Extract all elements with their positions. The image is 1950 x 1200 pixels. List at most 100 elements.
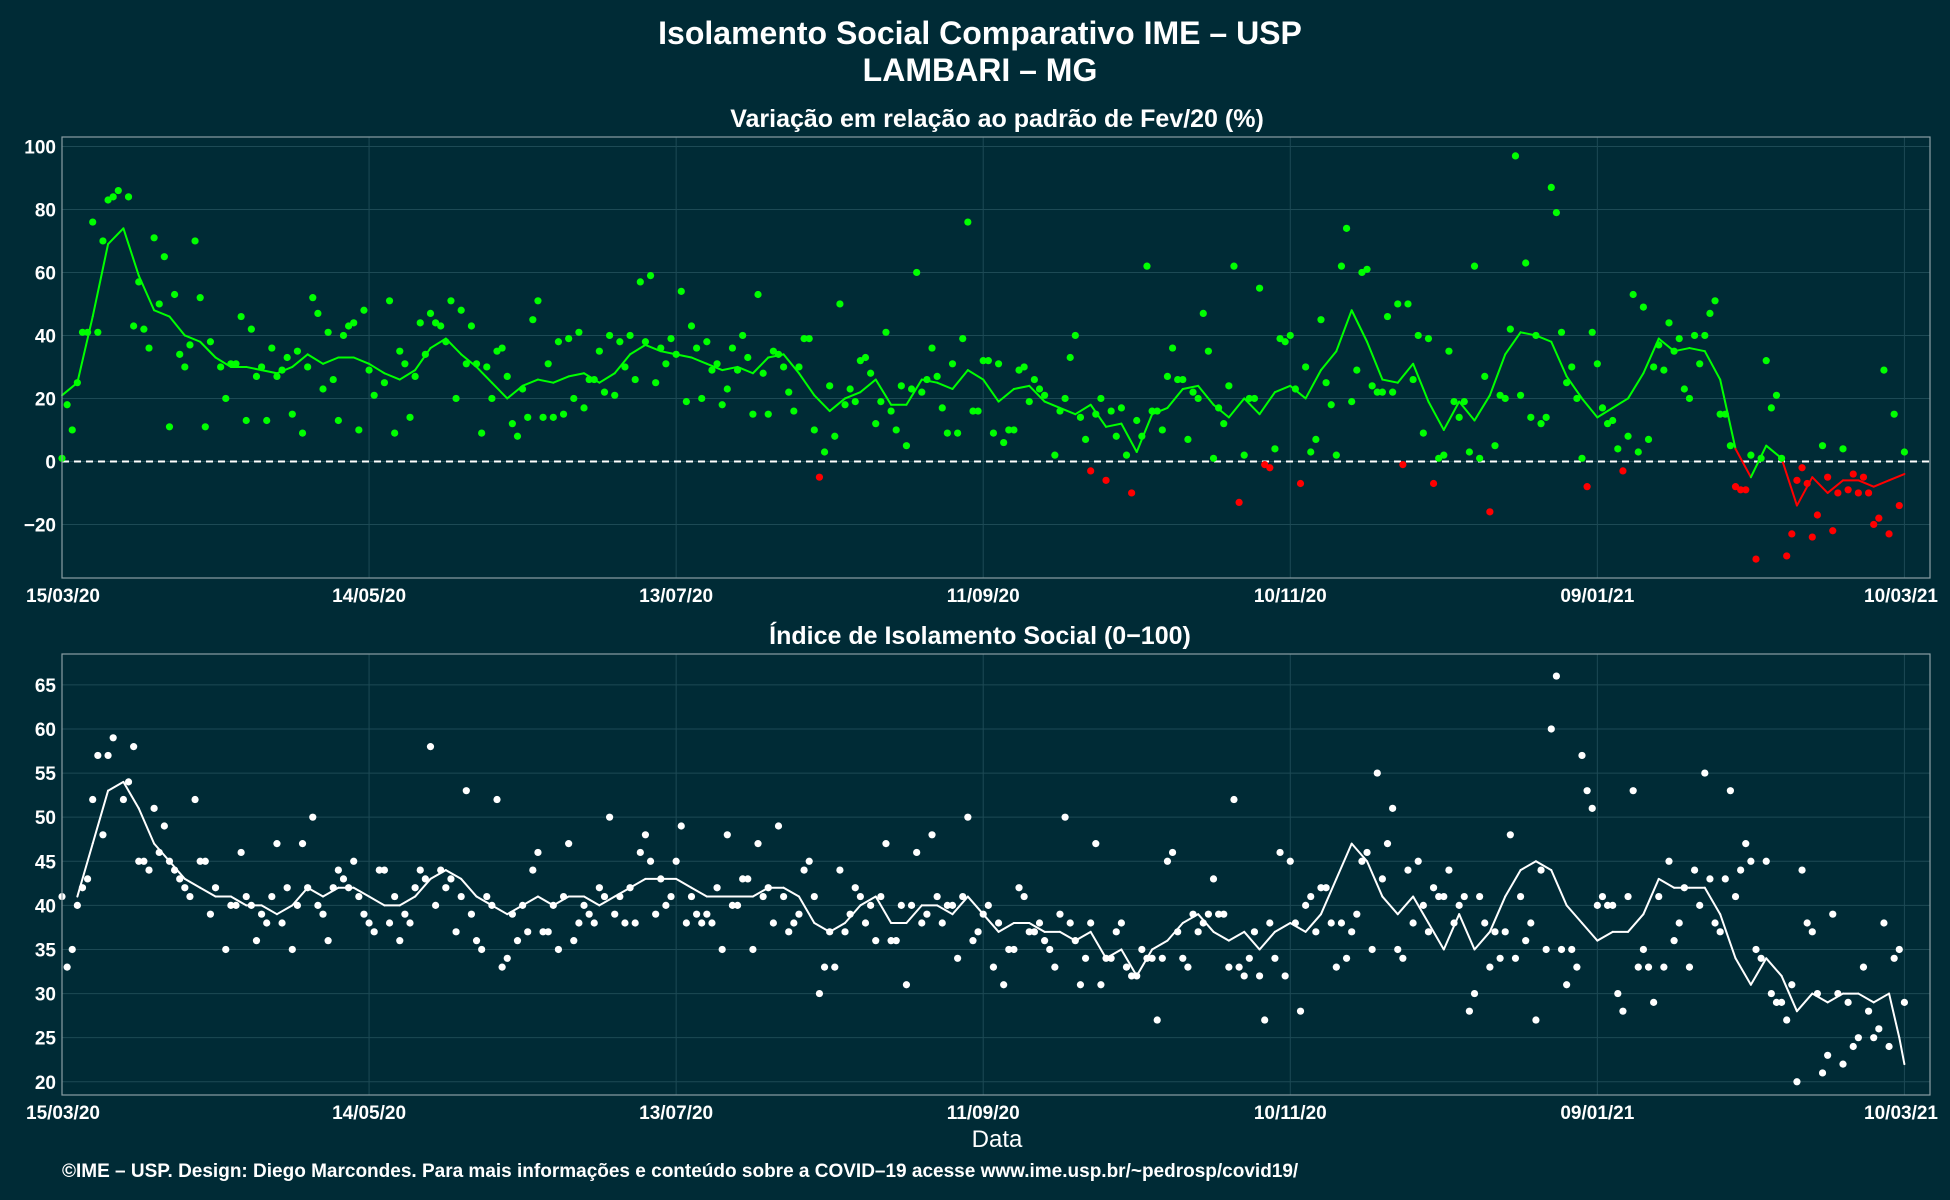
- data-point: [109, 193, 117, 201]
- data-point: [1486, 508, 1494, 516]
- data-point: [1798, 464, 1806, 472]
- data-point: [1900, 448, 1909, 456]
- data-point: [780, 892, 788, 901]
- data-point: [1706, 309, 1714, 317]
- data-point: [365, 366, 373, 374]
- data-point: [350, 857, 358, 865]
- trend-segment: [1120, 422, 1138, 453]
- figure-subtitle: LAMBARI – MG: [863, 52, 1098, 88]
- data-point: [206, 338, 215, 346]
- trend-segment: [183, 877, 202, 889]
- data-point: [165, 423, 174, 431]
- data-point: [544, 928, 552, 936]
- data-point: [1747, 857, 1755, 865]
- trend-segment: [1534, 860, 1553, 872]
- data-point: [283, 884, 291, 892]
- data-point: [1788, 981, 1796, 989]
- data-point: [1153, 1016, 1161, 1024]
- data-point: [877, 398, 885, 406]
- data-point: [1250, 394, 1259, 403]
- data-point: [585, 910, 593, 918]
- data-point: [524, 413, 532, 421]
- data-point: [841, 401, 849, 409]
- data-point: [257, 910, 266, 918]
- trend-segment: [797, 372, 816, 397]
- data-point: [467, 322, 476, 330]
- data-point: [201, 423, 209, 431]
- data-point: [1864, 489, 1873, 497]
- data-point: [631, 919, 639, 927]
- data-point: [1240, 972, 1248, 980]
- data-point: [1337, 262, 1346, 270]
- data-point: [1209, 454, 1218, 462]
- data-point: [984, 357, 992, 365]
- data-point: [462, 787, 470, 795]
- data-point: [406, 919, 414, 927]
- data-point: [861, 919, 870, 927]
- data-point: [1552, 672, 1560, 680]
- data-point: [1875, 1025, 1883, 1033]
- trend-segment: [1151, 939, 1169, 951]
- data-point: [1552, 209, 1560, 217]
- data-point: [1056, 407, 1064, 415]
- data-point: [365, 919, 373, 927]
- data-point: [503, 372, 511, 380]
- data-point: [1619, 467, 1627, 475]
- data-point: [1793, 1078, 1801, 1086]
- trend-segment: [1898, 1036, 1906, 1066]
- data-point: [1803, 919, 1811, 927]
- data-point: [186, 892, 194, 901]
- trend-segment: [1442, 913, 1461, 951]
- data-point: [288, 410, 296, 418]
- data-point: [1163, 372, 1172, 380]
- data-point: [217, 363, 225, 371]
- data-point: [1419, 429, 1427, 437]
- data-point: [1542, 945, 1550, 954]
- trend-segment: [997, 388, 1015, 403]
- data-point: [836, 866, 844, 874]
- data-point: [293, 347, 302, 355]
- data-point: [923, 910, 931, 918]
- data-point: [1849, 470, 1857, 478]
- data-point: [355, 892, 363, 901]
- data-point: [1087, 467, 1095, 475]
- y-tick-label: 20: [35, 389, 56, 410]
- data-point: [370, 391, 378, 399]
- data-point: [488, 394, 496, 403]
- data-point: [887, 407, 895, 415]
- data-point: [247, 901, 255, 909]
- data-point: [539, 928, 547, 936]
- data-point: [856, 892, 864, 901]
- data-point: [1153, 407, 1161, 415]
- data-point: [805, 335, 813, 343]
- data-point: [1066, 353, 1074, 362]
- data-point: [652, 910, 660, 918]
- data-point: [89, 795, 97, 804]
- trend-segment: [444, 869, 463, 880]
- data-point: [1532, 1016, 1540, 1024]
- data-point: [646, 272, 655, 280]
- data-point: [1675, 919, 1683, 927]
- data-point: [954, 429, 962, 437]
- data-point: [483, 363, 491, 371]
- data-point: [1762, 357, 1770, 365]
- data-point: [1711, 297, 1719, 305]
- data-point: [1189, 910, 1197, 918]
- data-point: [380, 379, 389, 387]
- data-point: [360, 306, 368, 314]
- trend-segment: [705, 362, 724, 372]
- data-point: [1296, 479, 1305, 488]
- data-point: [1470, 262, 1479, 270]
- panel2-title: Índice de Isolamento Social (0−100): [769, 621, 1191, 650]
- data-point: [1010, 426, 1018, 434]
- trend-segment: [1734, 957, 1752, 986]
- trend-segment: [567, 372, 586, 378]
- data-point: [1491, 442, 1499, 450]
- data-point: [933, 892, 941, 901]
- data-point: [1276, 848, 1284, 857]
- data-point: [1112, 432, 1120, 440]
- data-point: [1117, 919, 1125, 927]
- data-point: [329, 375, 337, 384]
- data-point: [938, 404, 946, 412]
- data-point: [176, 875, 184, 883]
